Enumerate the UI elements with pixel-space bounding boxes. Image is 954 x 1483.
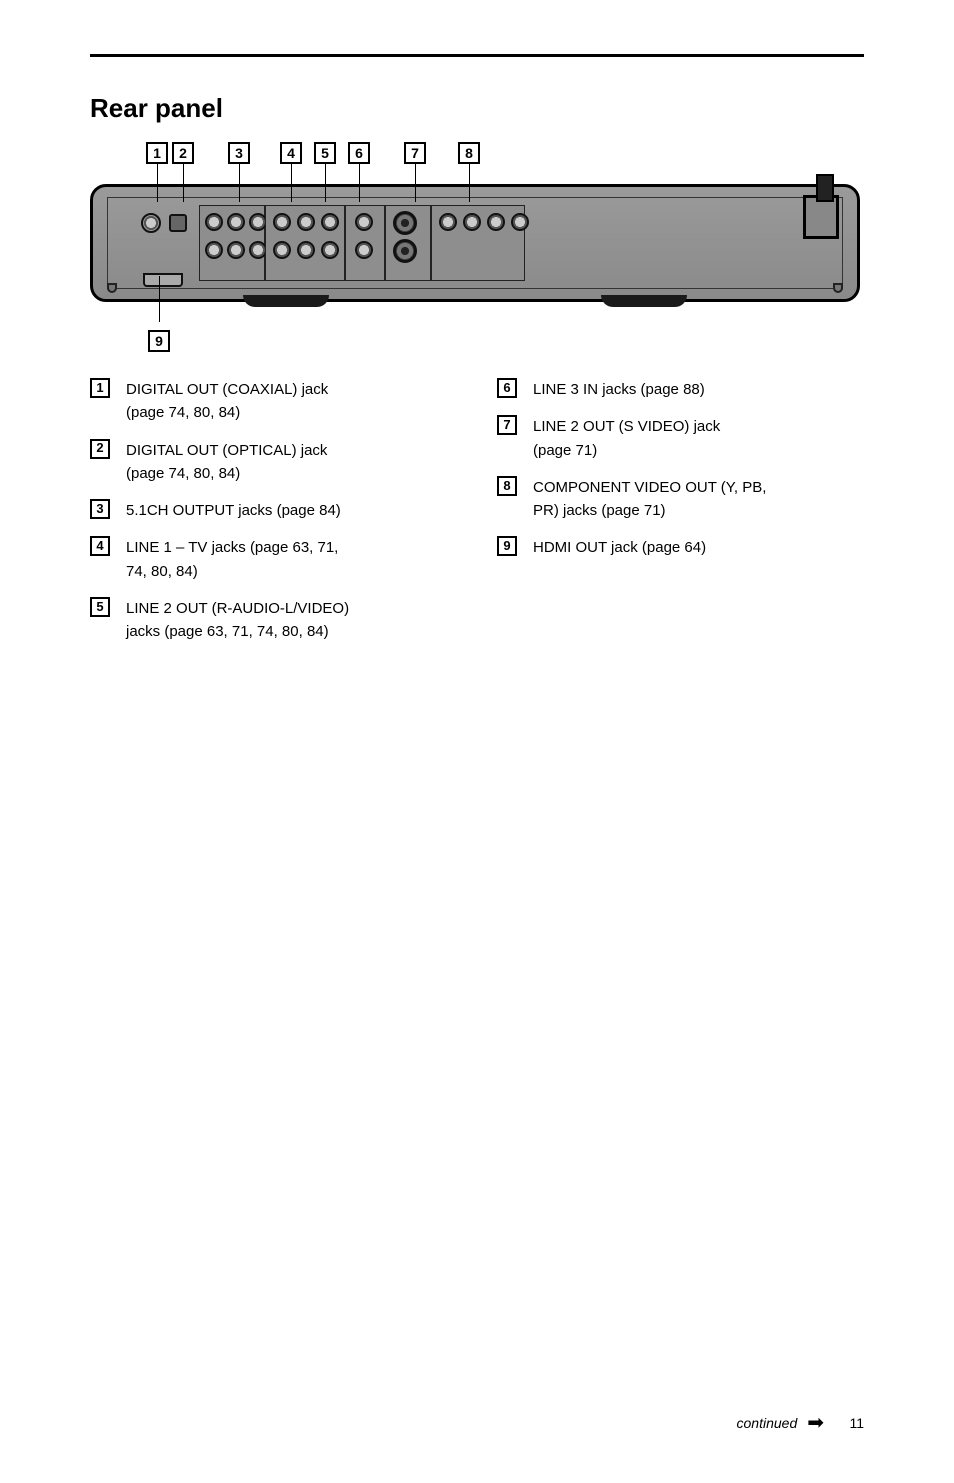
divider xyxy=(90,54,864,57)
legend-item-2: 2DIGITAL OUT (OPTICAL) jack(page 74, 80,… xyxy=(90,439,457,486)
optical-out-jack xyxy=(169,214,187,232)
continued-label: continued xyxy=(737,1415,798,1431)
callout-7: 7 xyxy=(404,142,426,164)
legend-item-5: 5LINE 2 OUT (R-AUDIO-L/VIDEO)jacks (page… xyxy=(90,597,457,644)
page-title: Rear panel xyxy=(90,93,864,124)
legend: 1DIGITAL OUT (COAXIAL) jack(page 74, 80,… xyxy=(90,378,864,657)
mains-cord-clamp xyxy=(803,195,839,239)
callout-1: 1 xyxy=(146,142,168,164)
rear-panel-diagram: 12 3 456 7 8 xyxy=(90,142,860,352)
legend-item-1: 1DIGITAL OUT (COAXIAL) jack(page 74, 80,… xyxy=(90,378,457,425)
callout-2: 2 xyxy=(172,142,194,164)
callout-9: 9 xyxy=(148,330,170,352)
page-footer: continued ➡ 11 xyxy=(0,1410,954,1435)
coaxial-out-jack xyxy=(141,213,161,233)
callout-3: 3 xyxy=(228,142,250,164)
legend-item-6: 6LINE 3 IN jacks (page 88) xyxy=(497,378,864,401)
hdmi-out-jack xyxy=(143,273,183,287)
legend-item-4: 4LINE 1 – TV jacks (page 63, 71,74, 80, … xyxy=(90,536,457,583)
callout-5: 5 xyxy=(314,142,336,164)
legend-item-9: 9HDMI OUT jack (page 64) xyxy=(497,536,864,559)
legend-item-3: 35.1CH OUTPUT jacks (page 84) xyxy=(90,499,457,522)
callout-8: 8 xyxy=(458,142,480,164)
callout-6: 6 xyxy=(348,142,370,164)
continued-arrow-icon: ➡ xyxy=(807,1410,824,1435)
legend-item-7: 7LINE 2 OUT (S VIDEO) jack(page 71) xyxy=(497,415,864,462)
callout-4: 4 xyxy=(280,142,302,164)
chassis xyxy=(90,184,860,302)
legend-item-8: 8COMPONENT VIDEO OUT (Y, PB,PR) jacks (p… xyxy=(497,476,864,523)
page-number: 11 xyxy=(834,1415,864,1431)
svideo-jack xyxy=(393,211,417,235)
